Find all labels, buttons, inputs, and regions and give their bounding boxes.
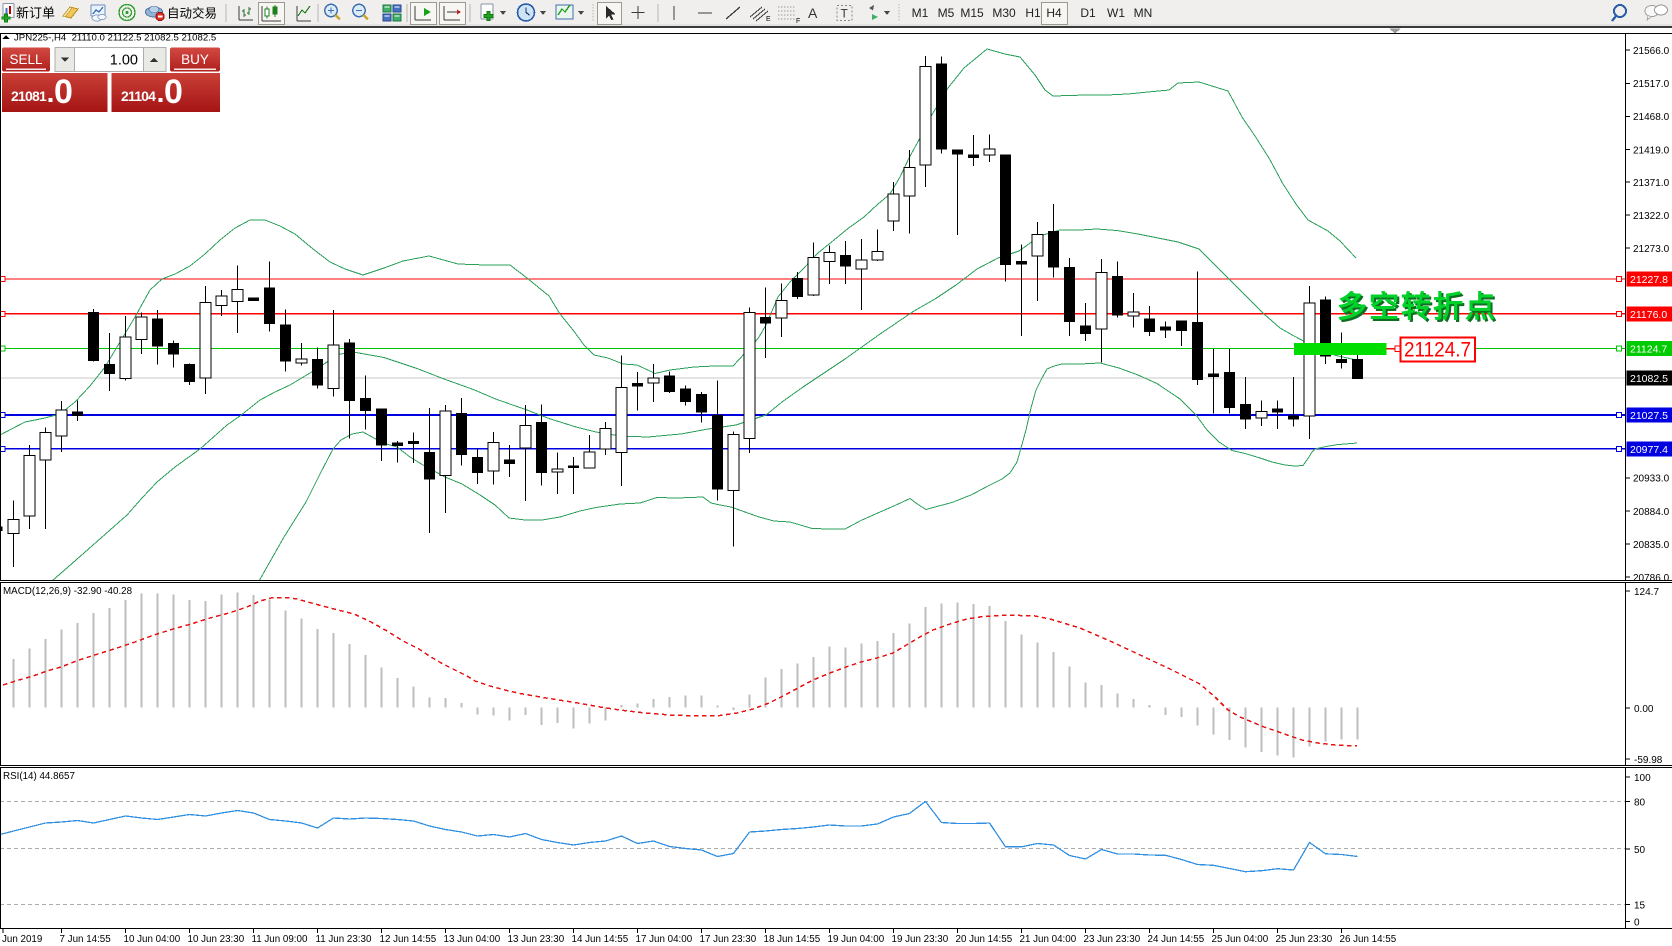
svg-text:124.7: 124.7 [1634, 587, 1659, 598]
svg-text:BUY: BUY [181, 52, 209, 67]
svg-text:25 Jun 04:00: 25 Jun 04:00 [1212, 934, 1269, 945]
svg-text:D1: D1 [1080, 6, 1096, 20]
svg-text:M1: M1 [912, 6, 929, 20]
svg-text:21104: 21104 [121, 88, 156, 104]
svg-text:E: E [766, 16, 771, 23]
svg-text:T: T [841, 7, 849, 21]
svg-text:23 Jun 23:30: 23 Jun 23:30 [1084, 934, 1141, 945]
svg-text:26 Jun 14:55: 26 Jun 14:55 [1340, 934, 1397, 945]
svg-text:18 Jun 14:55: 18 Jun 14:55 [764, 934, 821, 945]
svg-text:21322.0: 21322.0 [1633, 211, 1670, 222]
svg-text:W1: W1 [1107, 6, 1125, 20]
svg-text:11 Jun 23:30: 11 Jun 23:30 [316, 934, 372, 945]
svg-text:多空转折点: 多空转折点 [1337, 291, 1497, 324]
svg-text:A: A [808, 5, 818, 21]
svg-text:50: 50 [1634, 845, 1646, 856]
svg-text:21124.7: 21124.7 [1404, 339, 1471, 362]
svg-text:21027.5: 21027.5 [1630, 410, 1668, 422]
svg-text:21 Jun 04:00: 21 Jun 04:00 [1020, 934, 1077, 945]
svg-text:20835.0: 20835.0 [1633, 540, 1670, 551]
svg-text:13 Jun 04:00: 13 Jun 04:00 [444, 934, 501, 945]
svg-text:0: 0 [54, 73, 73, 111]
svg-text:H4: H4 [1046, 6, 1062, 20]
svg-text:21176.0: 21176.0 [1630, 309, 1667, 321]
svg-text:0: 0 [1634, 918, 1640, 929]
svg-text:20884.0: 20884.0 [1633, 507, 1670, 518]
svg-text:-59.98: -59.98 [1634, 755, 1663, 766]
svg-text:80: 80 [1634, 798, 1646, 809]
svg-text:21082.5: 21082.5 [1630, 373, 1668, 385]
svg-text:H1: H1 [1025, 6, 1041, 20]
svg-text:自动交易: 自动交易 [167, 6, 217, 21]
svg-text:21273.0: 21273.0 [1633, 244, 1670, 255]
svg-text:20977.4: 20977.4 [1630, 444, 1668, 456]
svg-text:20933.0: 20933.0 [1633, 474, 1670, 485]
svg-text:19 Jun 04:00: 19 Jun 04:00 [828, 934, 885, 945]
svg-text:25 Jun 23:30: 25 Jun 23:30 [1276, 934, 1333, 945]
svg-text:Jun 2019: Jun 2019 [2, 934, 42, 945]
svg-text:JPN225-,H4 21110.0 21122.5 21: JPN225-,H4 21110.0 21122.5 21082.5 21082… [14, 33, 216, 44]
svg-text:20 Jun 14:55: 20 Jun 14:55 [956, 934, 1013, 945]
svg-text:多空转折点: 多空转折点 [1339, 293, 1499, 326]
svg-text:M15: M15 [960, 6, 984, 20]
svg-text:0: 0 [164, 73, 183, 111]
svg-text:14 Jun 14:55: 14 Jun 14:55 [572, 934, 629, 945]
svg-text:F: F [796, 18, 800, 25]
svg-text:17 Jun 04:00: 17 Jun 04:00 [636, 934, 693, 945]
svg-text:21468.0: 21468.0 [1633, 112, 1670, 123]
svg-text:10 Jun 23:30: 10 Jun 23:30 [188, 934, 245, 945]
svg-text:21227.8: 21227.8 [1630, 274, 1668, 286]
svg-text:24 Jun 14:55: 24 Jun 14:55 [1148, 934, 1205, 945]
svg-text:15: 15 [1634, 901, 1646, 912]
svg-text:17 Jun 23:30: 17 Jun 23:30 [700, 934, 757, 945]
svg-text:100: 100 [1634, 773, 1651, 784]
svg-text:21124.7: 21124.7 [1630, 344, 1667, 356]
svg-text:21371.0: 21371.0 [1633, 178, 1670, 189]
svg-text:11 Jun 09:00: 11 Jun 09:00 [252, 934, 308, 945]
svg-text:MACD(12,26,9) -32.90 -40.28: MACD(12,26,9) -32.90 -40.28 [3, 586, 133, 597]
svg-text:20786.0: 20786.0 [1633, 573, 1670, 584]
svg-text:21566.0: 21566.0 [1633, 46, 1670, 57]
svg-text:21081: 21081 [11, 88, 47, 104]
svg-text:M30: M30 [992, 6, 1016, 20]
svg-text:19 Jun 23:30: 19 Jun 23:30 [892, 934, 949, 945]
svg-text:SELL: SELL [9, 52, 43, 67]
svg-text:M5: M5 [938, 6, 955, 20]
svg-text:MN: MN [1134, 6, 1153, 20]
svg-text:0.00: 0.00 [1634, 704, 1654, 715]
svg-text:10 Jun 04:00: 10 Jun 04:00 [124, 934, 181, 945]
svg-text:新订单: 新订单 [16, 6, 55, 21]
svg-text:13 Jun 23:30: 13 Jun 23:30 [508, 934, 565, 945]
svg-text:12 Jun 14:55: 12 Jun 14:55 [380, 934, 437, 945]
svg-text:21419.0: 21419.0 [1633, 145, 1670, 156]
svg-text:RSI(14) 44.8657: RSI(14) 44.8657 [3, 771, 75, 782]
svg-text:21517.0: 21517.0 [1633, 79, 1670, 90]
svg-text:7 Jun 14:55: 7 Jun 14:55 [60, 934, 112, 945]
svg-text:1.00: 1.00 [110, 53, 138, 69]
